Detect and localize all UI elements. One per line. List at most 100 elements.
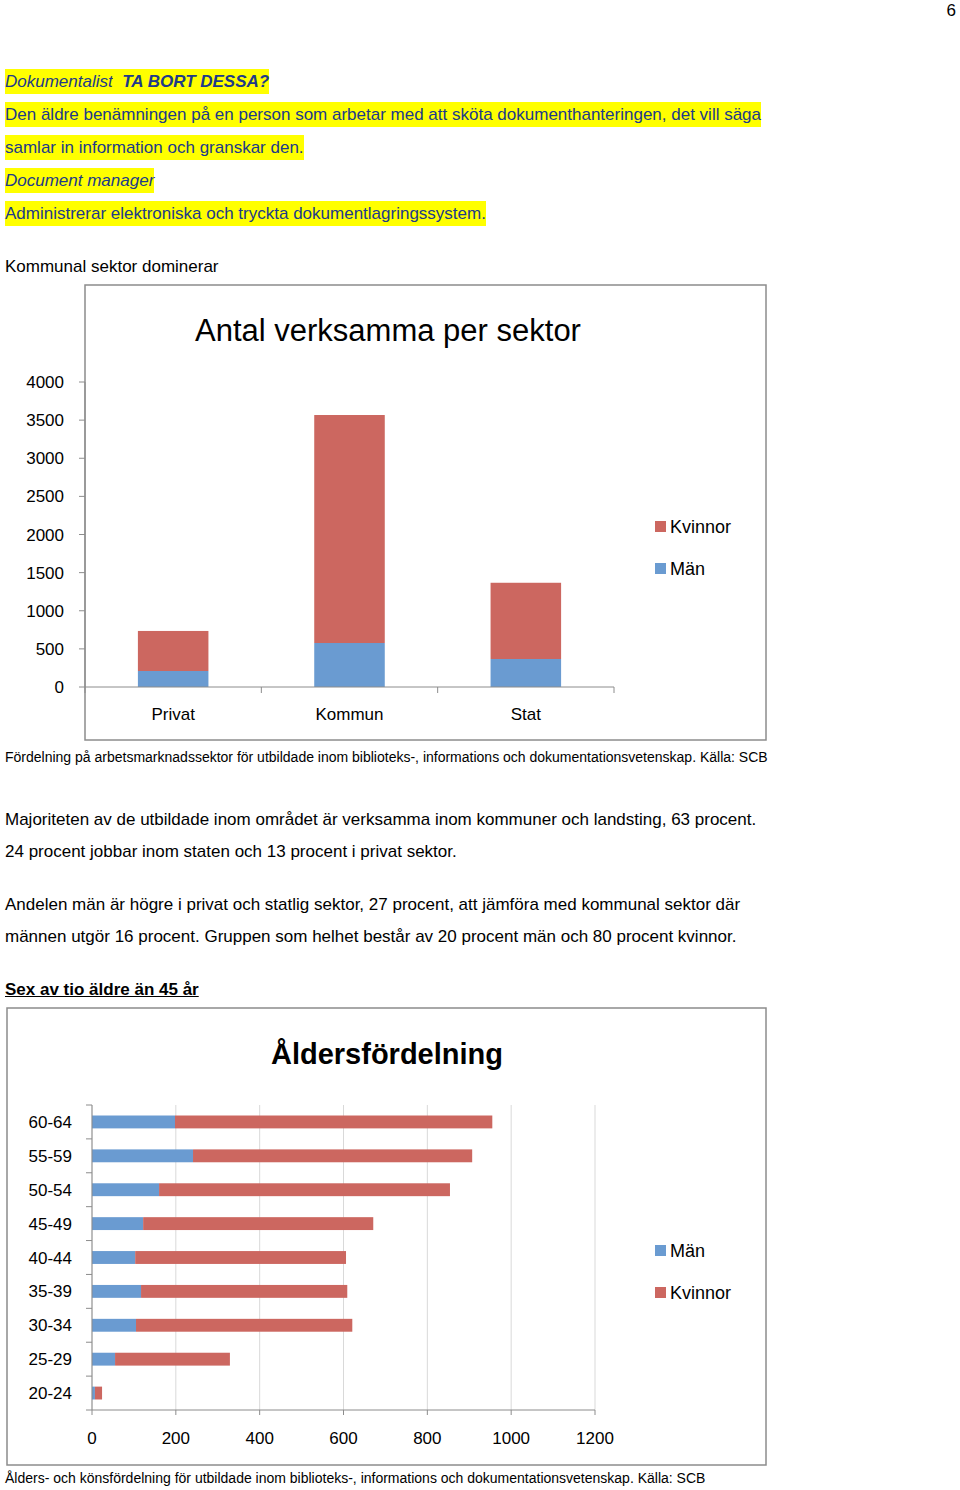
category-tick	[86, 1308, 92, 1309]
tick-mark	[79, 496, 85, 497]
bar	[175, 1116, 492, 1129]
category-tick	[437, 687, 438, 693]
grid-line	[427, 1105, 428, 1410]
legend: Män Kvinnor	[655, 1241, 731, 1303]
category-label: 20-24	[29, 1384, 72, 1403]
tick-mark	[595, 1410, 596, 1415]
bar	[136, 1319, 352, 1332]
chart-title: Antal verksamma per sektor	[195, 313, 581, 348]
page-number: 6	[947, 0, 956, 22]
bars	[138, 415, 561, 687]
tick-mark	[259, 1410, 260, 1415]
highlighted-text: Administrerar elektroniska och tryckta d…	[5, 201, 486, 226]
category-label: 30-34	[29, 1316, 72, 1335]
tick-mark	[79, 382, 85, 383]
chart: Antal verksamma per sektor05001000150020…	[26, 285, 766, 740]
category-tick	[86, 1376, 92, 1377]
category-tick	[85, 687, 86, 693]
chart-frame	[85, 285, 766, 740]
bar	[115, 1353, 230, 1366]
tick-label: 4000	[26, 373, 64, 392]
highlighted-line: Document manager	[5, 169, 154, 193]
category-tick	[86, 1172, 92, 1173]
chart: Åldersfördelning02004006008001000120020-…	[7, 1008, 766, 1465]
tick-mark	[175, 1410, 176, 1415]
highlighted-line: Administrerar elektroniska och tryckta d…	[5, 202, 486, 226]
paragraph-line: 24 procent jobbar inom staten och 13 pro…	[5, 840, 457, 864]
bar	[159, 1183, 450, 1196]
bar	[314, 643, 385, 687]
grid-line	[511, 1105, 512, 1410]
tick-mark	[79, 458, 85, 459]
legend-swatch	[655, 1245, 666, 1256]
tick-mark	[79, 687, 85, 688]
grid	[92, 1105, 595, 1410]
category-tick	[86, 1410, 92, 1411]
category-label: 40-44	[29, 1249, 72, 1268]
category-label: Stat	[511, 705, 542, 724]
grid-line	[343, 1105, 344, 1410]
legend-label: Kvinnor	[670, 517, 731, 537]
category-tick	[86, 1206, 92, 1207]
category-label: Privat	[151, 705, 195, 724]
value-axis	[85, 382, 86, 687]
tick-mark	[79, 610, 85, 611]
charts-layer: Antal verksamma per sektor 0 500 1000 1500 20…	[0, 0, 960, 1490]
tick-label: 2000	[26, 526, 64, 545]
tick-label: 1500	[26, 564, 64, 583]
bar	[143, 1217, 373, 1230]
caption: Ålders- och könsfördelning för utbildade…	[5, 1468, 705, 1488]
tick-label: 800	[413, 1429, 441, 1448]
bar	[92, 1251, 135, 1264]
grid-line	[595, 1105, 596, 1410]
bar	[193, 1149, 472, 1162]
bar	[135, 1251, 346, 1264]
bar	[92, 1217, 143, 1230]
value-axis	[92, 1410, 595, 1411]
legend-label: Män	[670, 1241, 705, 1261]
highlighted-line: samlar in information och granskar den.	[5, 136, 304, 160]
category-tick	[261, 687, 262, 693]
bar	[314, 415, 385, 643]
chart-title: Åldersfördelning	[271, 1038, 503, 1070]
grid-line	[175, 1105, 176, 1410]
tick-label: 500	[36, 640, 64, 659]
bar	[92, 1183, 159, 1196]
legend-label: Kvinnor	[670, 1283, 731, 1303]
tick-mark	[511, 1410, 512, 1415]
bar	[92, 1285, 141, 1298]
category-label: 35-39	[29, 1282, 72, 1301]
highlighted-text: Dokumentalist	[5, 69, 113, 94]
tick-label: 400	[245, 1429, 273, 1448]
tick-label: 0	[55, 678, 64, 697]
category-tick	[86, 1274, 92, 1275]
tick-mark	[92, 1410, 93, 1415]
category-tick	[86, 1240, 92, 1241]
paragraph-line: männen utgör 16 procent. Gruppen som hel…	[5, 925, 736, 949]
highlighted-text: Document manager	[5, 168, 154, 193]
highlighted-text: TA BORT DESSA?	[113, 69, 269, 94]
legend-swatch	[655, 521, 666, 532]
tick-mark	[79, 572, 85, 573]
highlighted-text: Den äldre benämningen på en person som a…	[5, 102, 761, 127]
legend-swatch	[655, 563, 666, 574]
grid-line	[259, 1105, 260, 1410]
bar	[491, 583, 562, 659]
paragraph-line: Majoriteten av de utbildade inom området…	[5, 808, 756, 832]
category-axis	[92, 1105, 93, 1410]
bar	[95, 1387, 102, 1400]
bar	[141, 1285, 347, 1298]
tick-label: 2500	[26, 487, 64, 506]
tick-label: 1000	[492, 1429, 530, 1448]
bar	[491, 659, 562, 687]
axes: 05001000150020002500300035004000PrivatKo…	[26, 373, 614, 724]
bar	[92, 1353, 115, 1366]
tick-label: 3000	[26, 449, 64, 468]
bar	[92, 1116, 175, 1129]
category-label: 45-49	[29, 1215, 72, 1234]
tick-label: 1200	[576, 1429, 614, 1448]
category-label: Kommun	[315, 705, 383, 724]
axes: 02004006008001000120020-2425-2930-3435-3…	[29, 1105, 614, 1448]
category-label: 25-29	[29, 1350, 72, 1369]
tick-mark	[79, 648, 85, 649]
